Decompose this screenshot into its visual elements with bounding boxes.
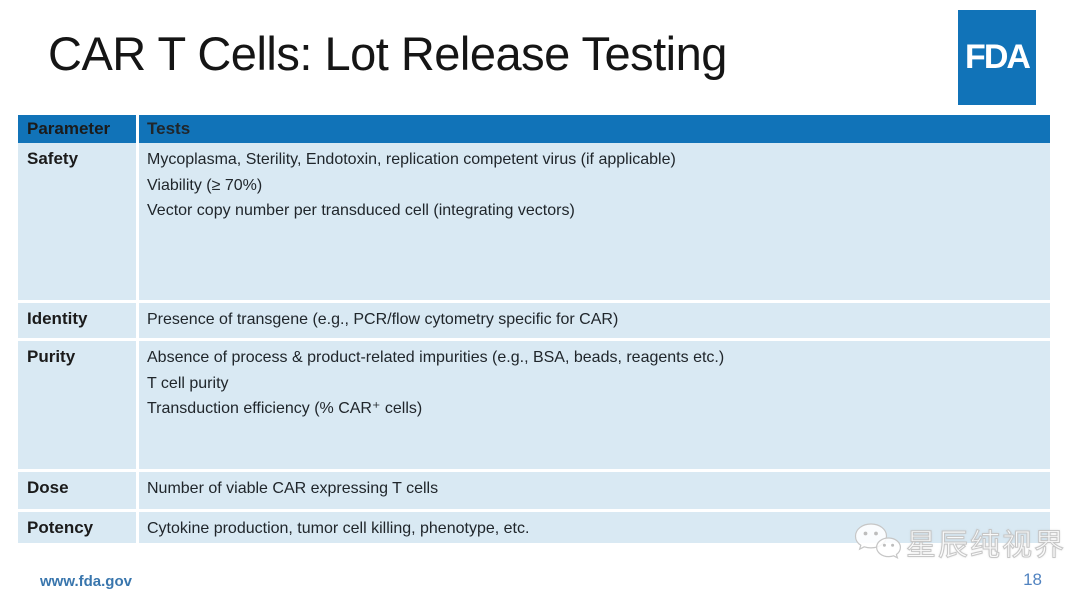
table-row: Safety Mycoplasma, Sterility, Endotoxin,…	[18, 143, 1050, 300]
tests-cell: Absence of process & product-related imp…	[147, 349, 725, 417]
parameter-cell: Purity	[18, 341, 139, 469]
parameter-cell: Safety	[18, 143, 139, 300]
table-row: Dose Number of viable CAR expressing T c…	[18, 472, 1050, 509]
page-title: CAR T Cells: Lot Release Testing	[48, 27, 727, 80]
page-number: 18	[1023, 570, 1042, 589]
table-row: Identity Presence of transgene (e.g., PC…	[18, 303, 1050, 338]
table-row: Potency Cytokine production, tumor cell …	[18, 512, 1050, 543]
table-header-row: Parameter Tests	[18, 115, 1050, 143]
table-row: Purity Absence of process & product-rela…	[18, 341, 1050, 469]
parameter-cell: Potency	[18, 512, 139, 543]
column-header-parameter: Parameter	[18, 115, 139, 143]
lot-release-table: Parameter Tests Safety Mycoplasma, Steri…	[18, 115, 1050, 543]
tests-cell: Number of viable CAR expressing T cells	[147, 480, 439, 497]
tests-cell: Presence of transgene (e.g., PCR/flow cy…	[147, 311, 619, 328]
fda-url-text: www.fda.gov	[40, 573, 132, 590]
parameter-cell: Identity	[18, 303, 139, 338]
column-header-tests: Tests	[147, 119, 191, 139]
tests-cell: Cytokine production, tumor cell killing,…	[147, 520, 530, 537]
table-body: Safety Mycoplasma, Sterility, Endotoxin,…	[18, 143, 1050, 543]
fda-logo-text: FDA	[965, 38, 1031, 76]
parameter-cell: Dose	[18, 472, 139, 509]
tests-cell: Mycoplasma, Sterility, Endotoxin, replic…	[147, 151, 676, 219]
fda-logo: FDA	[958, 10, 1036, 105]
